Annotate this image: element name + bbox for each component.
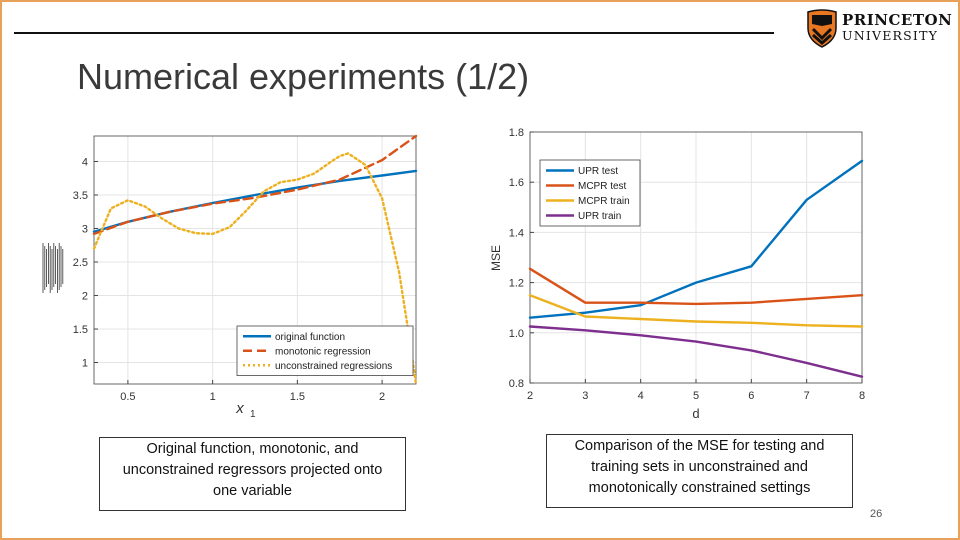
y-tick-label: 2.5 (73, 257, 88, 269)
x-tick-label: 0.5 (120, 391, 135, 403)
y-tick-label: 1.6 (509, 177, 524, 189)
y-tick-label: 1.0 (509, 328, 524, 340)
y-tick-label: 4 (82, 156, 88, 168)
x-tick-label: 2 (527, 390, 533, 402)
legend-label: original function (275, 332, 345, 343)
y-axis-label: MSE (489, 245, 503, 271)
y-tick-label: 1.2 (509, 278, 524, 290)
mse-chart: 2 3 4 5 6 7 8 0.8 1.0 1.2 1.4 1.6 1.8 UPR test MCPR te… (489, 127, 865, 421)
caption-right: Comparison of the MSE for testing and tr… (546, 434, 853, 508)
series-line-1 (528, 267, 864, 306)
x-axis-label: x (235, 400, 244, 417)
y-tick-label: 1 (82, 358, 88, 370)
legend-label: unconstrained regressions (275, 361, 392, 372)
x-tick-label: 5 (693, 390, 699, 402)
y-tick-label: 3.5 (73, 190, 88, 202)
y-tick-label: 1.8 (509, 127, 524, 139)
regression-chart: 0.5 1 1.5 2 1 1.5 2 2.5 3 3.5 4 original function mo… (42, 134, 418, 420)
x-tick-label: 1.5 (290, 391, 305, 403)
x-tick-label: 2 (379, 391, 385, 403)
series-line-1 (92, 134, 418, 236)
y-tick-label: 1.5 (73, 324, 88, 336)
shield-icon (807, 9, 837, 48)
x-axis-label: d (692, 406, 699, 421)
header-rule (14, 32, 774, 34)
legend-label: UPR test (578, 166, 618, 177)
y-tick-label: 3 (82, 223, 88, 235)
page-number: 26 (870, 508, 883, 520)
caption-left: Original function, monotonic, and uncons… (99, 437, 406, 511)
slide-title: Numerical experiments (1/2) (77, 56, 530, 97)
series-line-0 (528, 159, 864, 319)
y-tick-label: 0.8 (509, 378, 524, 390)
x-tick-label: 6 (748, 390, 754, 402)
legend-label: MCPR test (578, 181, 627, 192)
y-tick-label: 2 (82, 291, 88, 303)
x-tick-label: 4 (638, 390, 644, 402)
y-tick-label: 1.4 (509, 227, 524, 239)
series-line-3 (528, 325, 864, 378)
x-tick-label: 3 (582, 390, 588, 402)
legend-label: MCPR train (578, 196, 630, 207)
x-tick-label: 7 (804, 390, 810, 402)
legend-box (236, 325, 414, 376)
x-tick-label: 1 (210, 391, 216, 403)
legend-label: monotonic regression (275, 346, 371, 357)
legend-label: UPR train (578, 211, 621, 222)
logo-line1: PRINCETON (842, 11, 953, 29)
series-line-2 (528, 293, 864, 328)
plot-border (93, 135, 417, 385)
x-axis-label-subscript: 1 (250, 409, 256, 420)
logo-line2: UNIVERSITY (842, 28, 939, 43)
x-tick-label: 8 (859, 390, 865, 402)
princeton-logo: PRINCETON UNIVERSITY (806, 8, 954, 50)
series-line-2 (92, 152, 418, 386)
